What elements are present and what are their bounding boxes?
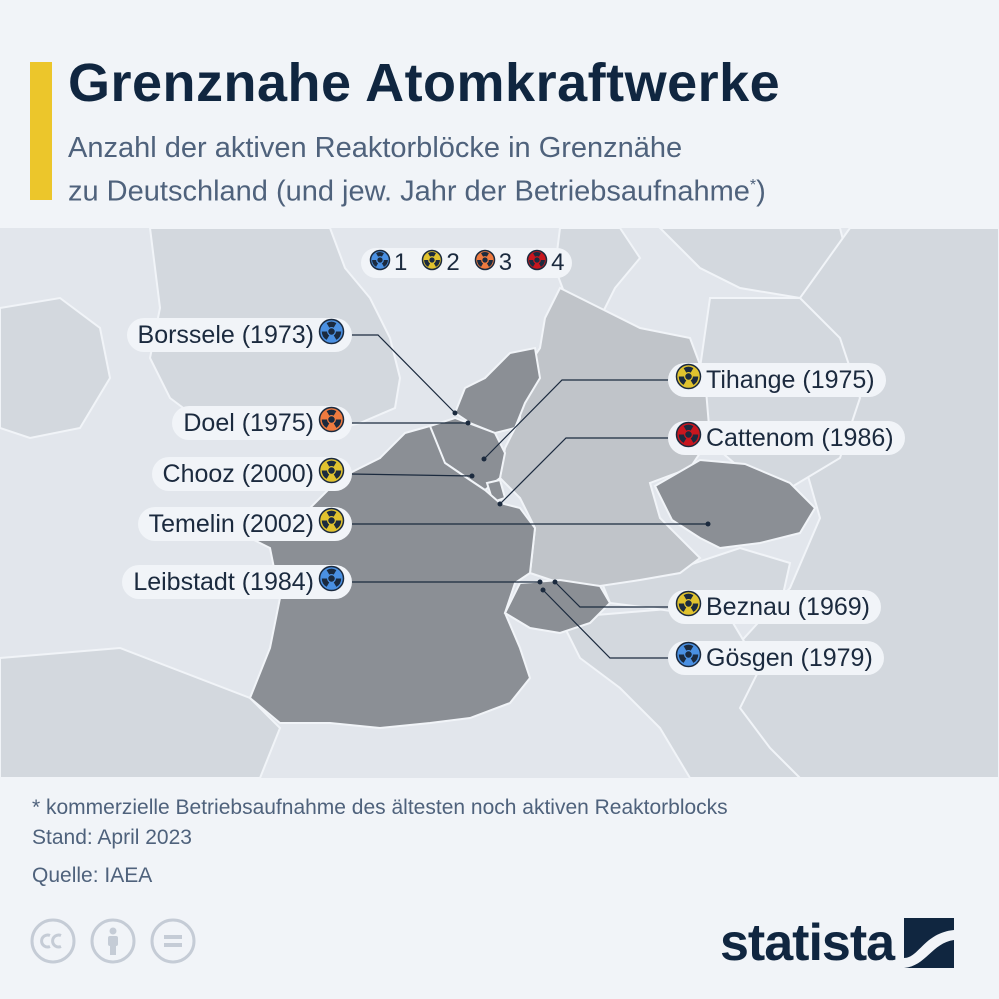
plant-label-leibstadt: Leibstadt (1984) xyxy=(122,565,352,599)
plant-name: Leibstadt (1984) xyxy=(133,567,314,596)
leader-line-borssele xyxy=(350,334,456,414)
legend-label: 2 xyxy=(446,249,460,276)
accent-bar xyxy=(30,62,52,200)
brand-name: statista xyxy=(720,914,895,972)
legend-item-2: 2 xyxy=(421,249,460,278)
dot-leibstadt xyxy=(537,579,543,585)
radiation-icon xyxy=(675,590,702,624)
radiation-icon xyxy=(369,249,391,278)
czech-land xyxy=(653,458,817,550)
plant-name: Gösgen (1979) xyxy=(706,643,873,672)
plant-label-doel: Doel (1975) xyxy=(172,406,352,440)
plant-label-beznau: Beznau (1969) xyxy=(668,590,882,624)
plant-name: Doel (1975) xyxy=(183,408,314,437)
page-subtitle: Anzahl der aktiven Reaktorblöcke in Gren… xyxy=(68,130,968,211)
leader-line-goesgen xyxy=(542,589,676,659)
stand-date: Stand: April 2023 xyxy=(32,826,192,849)
netherlands-land xyxy=(453,346,542,435)
radiation-icon xyxy=(474,249,496,278)
source: Quelle: IAEA xyxy=(32,864,153,887)
subtitle-line-1: Anzahl der aktiven Reaktorblöcke in Gren… xyxy=(68,132,683,164)
radiation-icon xyxy=(675,363,702,397)
switzerland-land xyxy=(503,578,612,635)
radiation-icon xyxy=(318,318,345,352)
leader-line-tihange xyxy=(483,379,676,460)
plant-label-tihange: Tihange (1975) xyxy=(668,363,886,397)
plant-label-temelin: Temelin (2002) xyxy=(137,507,352,541)
ireland-land xyxy=(0,296,112,440)
radiation-icon xyxy=(318,565,345,599)
leader-line-cattenom xyxy=(499,437,676,505)
legend-item-4: 4 xyxy=(526,249,564,278)
statista-logo-icon xyxy=(904,918,955,968)
dot-cattenom xyxy=(497,501,503,507)
map-canvas xyxy=(0,228,999,778)
radiation-icon xyxy=(318,507,345,541)
dot-temelin xyxy=(705,521,711,527)
radiation-icon xyxy=(318,406,345,440)
legend-item-1: 1 xyxy=(369,249,407,278)
dot-beznau xyxy=(552,579,558,585)
dot-doel xyxy=(465,420,471,426)
radiation-icon xyxy=(318,457,345,491)
leader-line-beznau xyxy=(554,581,676,608)
dot-chooz xyxy=(469,473,475,479)
subtitle-close-paren: ) xyxy=(756,175,766,208)
plant-name: Chooz (2000) xyxy=(162,459,314,488)
subtitle-line-2: zu Deutschland (und jew. Jahr der Betrie… xyxy=(68,175,750,208)
plant-name: Tihange (1975) xyxy=(706,365,875,394)
radiation-icon xyxy=(421,249,443,278)
plant-name: Beznau (1969) xyxy=(706,592,871,621)
statista-logo[interactable]: statista xyxy=(720,913,955,973)
dot-borssele xyxy=(452,410,458,416)
radiation-icon xyxy=(675,641,702,675)
leader-line-chooz xyxy=(349,473,473,477)
radiation-icon xyxy=(675,421,702,455)
subtitle-asterisk: * xyxy=(749,177,757,194)
plant-name: Temelin (2002) xyxy=(148,509,314,538)
plant-label-borssele: Borssele (1973) xyxy=(126,318,352,352)
by-icon[interactable] xyxy=(90,918,136,964)
plant-label-cattenom: Cattenom (1986) xyxy=(668,421,905,455)
legend-label: 4 xyxy=(551,249,565,276)
legend-label: 1 xyxy=(394,249,408,276)
legend: 1 2 3 4 xyxy=(361,248,573,278)
legend-item-3: 3 xyxy=(474,249,512,278)
plant-dots xyxy=(452,410,711,593)
license-icons xyxy=(30,918,210,964)
cc-icon[interactable] xyxy=(30,918,76,964)
radiation-icon xyxy=(526,249,548,278)
page-title: Grenznahe Atomkraftwerke xyxy=(68,53,781,113)
nd-icon[interactable] xyxy=(150,918,196,964)
plant-name: Borssele (1973) xyxy=(137,320,314,349)
plant-name: Cattenom (1986) xyxy=(706,423,894,452)
legend-label: 3 xyxy=(498,249,513,276)
plant-label-chooz: Chooz (2000) xyxy=(151,457,352,491)
map xyxy=(0,228,999,778)
plant-label-goesgen: Gösgen (1979) xyxy=(668,641,884,675)
leader-lines xyxy=(349,334,708,659)
dot-goesgen xyxy=(540,587,546,593)
spain-land xyxy=(0,646,282,778)
dot-tihange xyxy=(481,456,487,462)
footnote: * kommerzielle Betriebsaufnahme des älte… xyxy=(32,796,728,819)
